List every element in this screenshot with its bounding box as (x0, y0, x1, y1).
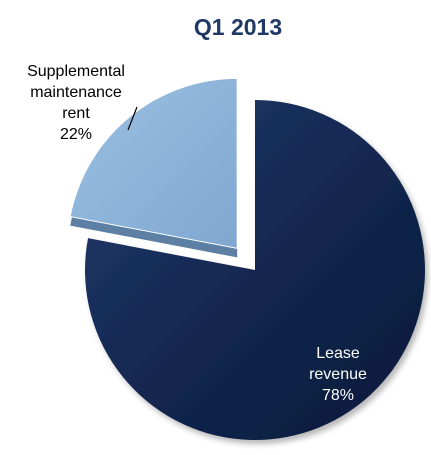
chart-title: Q1 2013 (194, 14, 282, 40)
slice-lease-revenue (84, 100, 425, 440)
slice-supplemental-maintenance-rent (69, 77, 238, 250)
data-label-supplemental-maintenance-rent: maintenance (30, 84, 122, 101)
percent-label-lease-revenue: 78% (322, 387, 354, 404)
label-leader-line (127, 106, 138, 131)
percent-label-supplemental-maintenance-rent: 22% (60, 126, 92, 143)
data-label-lease-revenue: Lease (316, 345, 360, 362)
slices-layer (69, 77, 425, 440)
labels-layer: Lease revenue 78% Supplemental maintenance re… (27, 63, 367, 404)
data-label-lease-revenue: revenue (309, 366, 367, 383)
data-label-supplemental-maintenance-rent: Supplemental (27, 63, 125, 80)
data-label-supplemental-maintenance-rent: rent (62, 105, 90, 122)
